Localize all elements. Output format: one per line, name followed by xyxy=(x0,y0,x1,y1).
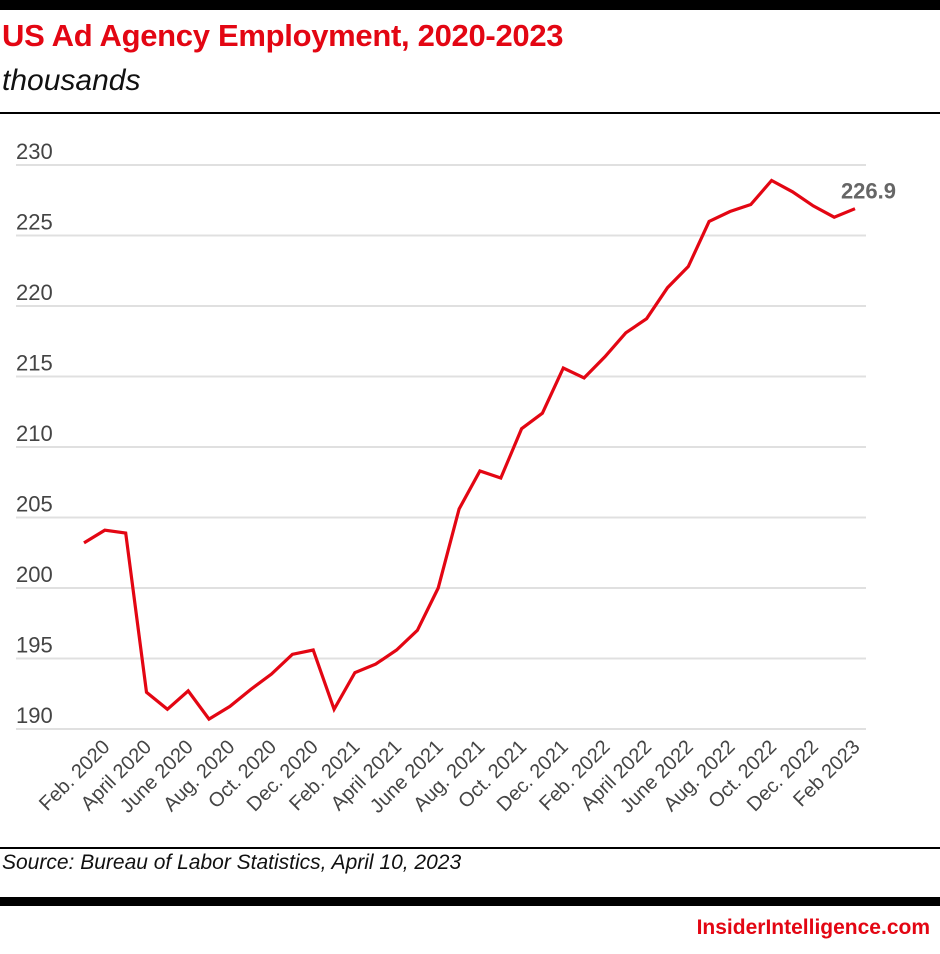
series-layer xyxy=(83,178,857,722)
y-axis-tick-labels: 230 225 220 215 210 205 200 195 190 xyxy=(16,139,53,728)
data-point xyxy=(499,477,502,480)
data-point xyxy=(583,376,586,379)
data-point xyxy=(708,220,711,223)
y-tick-label: 225 xyxy=(16,210,53,235)
top-bar xyxy=(0,0,940,10)
data-point xyxy=(791,190,794,193)
data-point xyxy=(562,367,565,370)
y-tick-label: 190 xyxy=(16,703,53,728)
header-divider xyxy=(0,112,940,114)
data-point xyxy=(854,207,857,210)
end-value-label: 226.9 xyxy=(841,179,896,204)
line-chart: 230 225 220 215 210 205 200 195 190 Feb. 2020Apr… xyxy=(16,139,896,818)
data-point xyxy=(624,331,627,334)
chart-subtitle: thousands xyxy=(2,64,141,97)
data-point xyxy=(478,469,481,472)
data-point xyxy=(166,708,169,711)
data-point xyxy=(228,705,231,708)
data-point xyxy=(395,649,398,652)
data-point xyxy=(333,708,336,711)
y-tick-label: 230 xyxy=(16,139,53,164)
annotations: 226.9 xyxy=(841,179,896,204)
data-point xyxy=(374,663,377,666)
data-point xyxy=(770,179,773,182)
data-point xyxy=(291,653,294,656)
data-point xyxy=(249,688,252,691)
brand-link[interactable]: InsiderIntelligence.com xyxy=(696,916,930,939)
data-point xyxy=(749,203,752,206)
y-tick-label: 215 xyxy=(16,351,53,376)
data-point xyxy=(103,529,106,532)
data-point xyxy=(833,216,836,219)
data-point xyxy=(666,286,669,289)
bottom-bar xyxy=(0,897,940,906)
y-tick-label: 195 xyxy=(16,633,53,658)
chart-title: US Ad Agency Employment, 2020-2023 xyxy=(2,18,564,53)
data-point xyxy=(541,412,544,415)
data-point xyxy=(124,532,127,535)
data-point xyxy=(812,204,815,207)
data-point xyxy=(437,587,440,590)
data-point xyxy=(145,691,148,694)
series-line xyxy=(83,178,856,722)
data-point xyxy=(458,508,461,511)
source-note: Source: Bureau of Labor Statistics, Apri… xyxy=(2,851,462,874)
gridlines xyxy=(16,164,866,730)
y-tick-label: 220 xyxy=(16,280,53,305)
data-point xyxy=(645,317,648,320)
data-point xyxy=(270,673,273,676)
data-point xyxy=(187,689,190,692)
y-tick-label: 210 xyxy=(16,421,53,446)
data-point xyxy=(687,265,690,268)
data-point xyxy=(603,355,606,358)
y-tick-label: 205 xyxy=(16,492,53,517)
data-point xyxy=(353,671,356,674)
data-point xyxy=(416,629,419,632)
source-divider xyxy=(0,847,940,849)
y-tick-label: 200 xyxy=(16,562,53,587)
data-point xyxy=(83,541,86,544)
data-point xyxy=(728,210,731,213)
data-point xyxy=(208,718,211,721)
data-point xyxy=(520,427,523,430)
data-point xyxy=(312,649,315,652)
